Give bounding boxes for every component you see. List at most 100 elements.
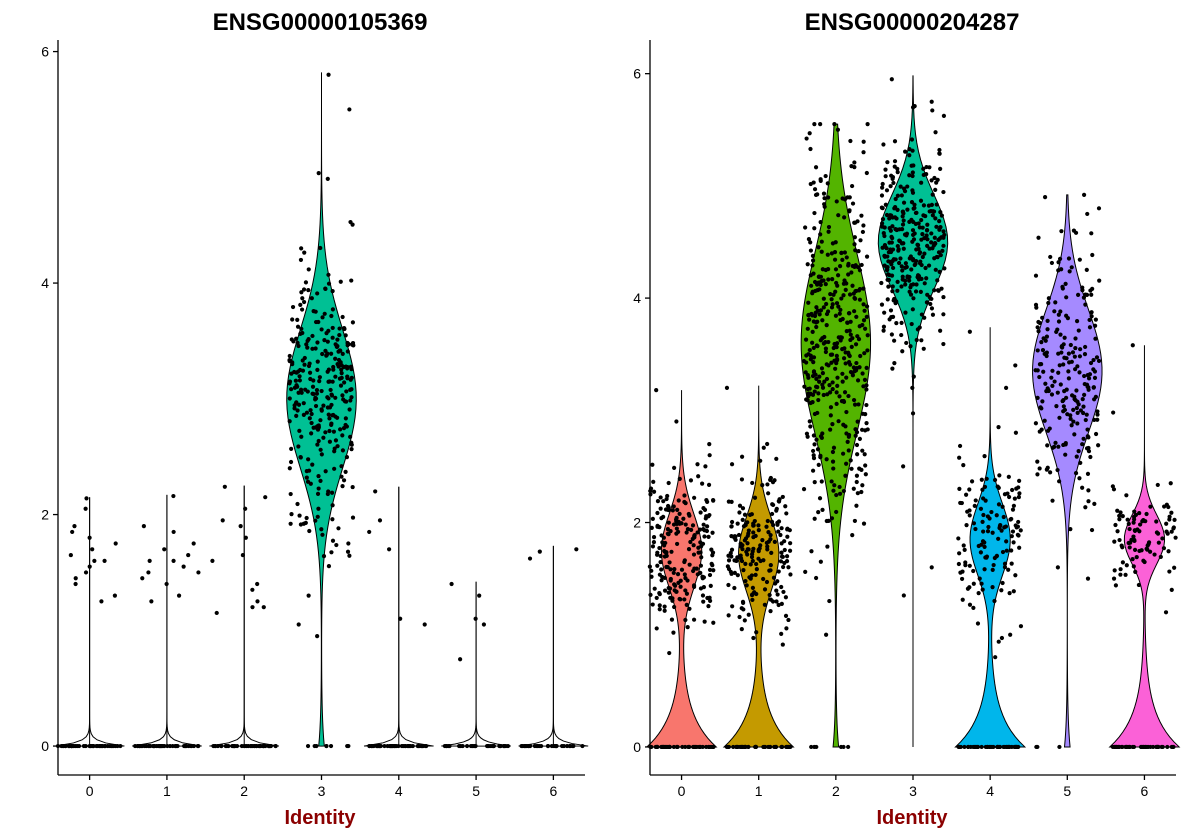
data-point [939,286,944,291]
data-point [836,304,841,309]
data-point [865,333,870,338]
data-point [862,377,868,382]
data-point [672,604,677,610]
data-point [324,352,329,358]
data-point [1056,351,1061,356]
data-point [756,556,761,561]
data-point [385,743,390,749]
data-point [834,301,840,306]
data-point [732,585,737,591]
data-point [171,493,176,499]
data-point [330,325,335,331]
data-point [810,400,815,405]
data-point [960,569,965,574]
data-point [675,744,680,750]
data-point [742,512,748,517]
data-point [844,431,849,436]
data-point [658,495,663,500]
data-point [768,475,773,481]
data-point [1009,548,1014,553]
data-point [909,321,914,327]
data-point [1010,507,1016,512]
data-point [811,355,817,360]
data-point [1073,470,1079,476]
data-point [923,213,928,219]
data-point [688,539,693,545]
data-point [1080,442,1085,447]
data-point [1091,385,1096,390]
data-point [146,570,151,575]
data-point [750,480,755,486]
data-point [456,743,462,749]
data-point [901,218,906,223]
data-point [222,484,227,489]
data-point [260,743,265,749]
data-point [847,208,852,213]
data-point [829,297,834,302]
data-point [344,455,350,460]
data-point [665,565,670,570]
data-point [181,564,186,569]
data-point [942,232,947,238]
data-point [1166,549,1171,554]
data-point [942,266,947,271]
data-point [340,314,345,320]
data-point [892,139,898,144]
data-point [1074,454,1079,459]
data-point [1014,744,1019,750]
data-point [332,449,337,454]
data-point [1089,310,1094,315]
data-point [1068,413,1073,418]
data-point [813,372,818,377]
data-point [764,524,769,529]
data-point [343,416,348,421]
data-point [819,278,824,284]
data-point [821,296,826,301]
data-point [783,613,789,618]
data-point [736,532,742,538]
data-point [326,72,331,77]
data-point [894,321,899,326]
data-point [1070,350,1076,355]
data-point [711,620,716,625]
data-point [255,581,260,587]
data-point [726,744,732,750]
data-point [910,228,916,233]
data-point [484,743,490,749]
data-point [1067,269,1072,274]
data-point [911,232,916,237]
data-point [701,599,706,604]
data-point [671,522,677,527]
data-point [980,519,985,524]
data-point [779,541,784,546]
data-point [840,379,845,384]
data-point [895,170,900,175]
data-point [1125,517,1130,522]
data-point [864,365,869,370]
data-point [814,376,819,382]
data-point [340,393,345,398]
data-point [907,147,912,152]
data-point [881,142,886,147]
data-point [303,280,309,285]
data-point [687,744,692,750]
data-point [709,547,714,552]
data-point [367,743,372,749]
data-point [726,558,732,563]
data-point [913,289,919,294]
data-point [1012,496,1017,501]
data-point [314,391,320,396]
data-point [1124,493,1129,498]
data-point [860,483,865,488]
data-point [898,256,903,261]
data-point [302,299,307,305]
data-point [1092,501,1097,507]
data-point [834,280,839,286]
data-point [83,743,88,749]
data-point [890,289,895,294]
data-point [210,558,215,563]
data-point [1056,260,1061,265]
x-tick-label: 3 [318,783,326,799]
data-point [654,552,660,557]
data-point [891,265,896,271]
